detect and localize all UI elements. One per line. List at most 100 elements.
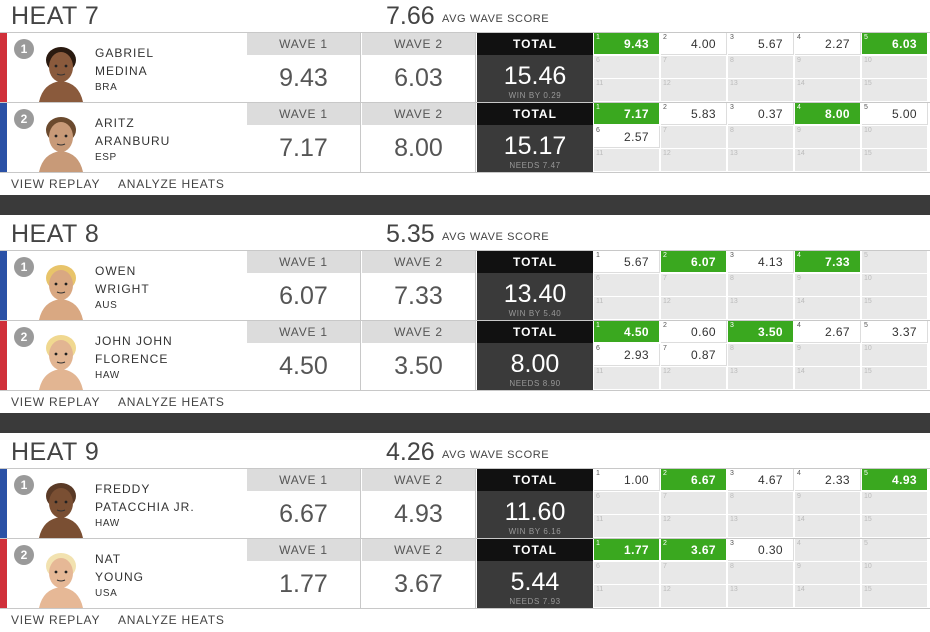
empty-wave-cell: 8 xyxy=(728,562,794,585)
wave-number: 2 xyxy=(663,104,667,111)
best-wave1-score: 6.07 xyxy=(247,273,361,320)
heat-card: HEAT 8 5.35 AVG WAVE SCORE 1 OWEN WRIGHT AUS W… xyxy=(0,218,930,413)
heat-links: VIEW REPLAY ANALYZE HEATS xyxy=(0,608,930,630)
wave-cell[interactable]: 2 6.67 xyxy=(661,469,727,491)
surfer-row: 2 ARITZ ARANBURU ESP WAVE 1 WAVE 2 7.17 8.00 TOT… xyxy=(0,102,930,172)
empty-wave-cell: 4 xyxy=(795,539,861,562)
wave-cell[interactable]: 1 1.00 xyxy=(594,469,660,491)
surfer-country: BRA xyxy=(95,82,118,93)
wave-number: 15 xyxy=(864,80,872,87)
empty-wave-cell: 14 xyxy=(795,79,861,102)
wave-score: 5.00 xyxy=(892,107,917,121)
view-replay-link[interactable]: VIEW REPLAY xyxy=(11,177,101,191)
empty-wave-cell: 13 xyxy=(728,367,794,390)
wave-cell[interactable]: 4 2.27 xyxy=(795,33,861,55)
wave-cell[interactable]: 1 7.17 xyxy=(594,103,660,125)
surfer-first-name: ARITZ xyxy=(95,116,135,130)
total-box: 5.44 NEEDS 7.93 xyxy=(477,561,593,608)
empty-wave-cell: 8 xyxy=(728,492,794,515)
surfer-last-name: MEDINA xyxy=(95,64,148,78)
analyze-heats-link[interactable]: ANALYZE HEATS xyxy=(118,613,225,627)
wave-cell[interactable]: 3 0.30 xyxy=(728,539,794,561)
empty-wave-cell: 9 xyxy=(795,274,861,297)
wave-cell[interactable]: 4 8.00 xyxy=(795,103,861,125)
view-replay-link[interactable]: VIEW REPLAY xyxy=(11,613,101,627)
wave-number: 5 xyxy=(864,540,868,547)
wave-cell[interactable]: 7 0.87 xyxy=(661,344,727,366)
wave-score: 6.07 xyxy=(691,255,716,269)
wave-cell[interactable]: 5 6.03 xyxy=(862,33,928,55)
wave2-header: WAVE 2 xyxy=(362,539,476,561)
empty-wave-cell: 15 xyxy=(862,367,928,390)
wave-cell[interactable]: 3 3.50 xyxy=(728,321,794,343)
heat-divider xyxy=(0,195,930,215)
empty-wave-cell: 10 xyxy=(862,562,928,585)
avg-wave-score: 4.26 xyxy=(386,438,435,466)
wave-cell[interactable]: 1 9.43 xyxy=(594,33,660,55)
wave-number: 7 xyxy=(663,563,667,570)
surfer-row: 2 NAT YOUNG USA WAVE 1 WAVE 2 1.77 3.67 TOTAL 5.4… xyxy=(0,538,930,608)
surfer-avatar xyxy=(33,261,89,320)
empty-wave-cell: 9 xyxy=(795,562,861,585)
surfer-avatar xyxy=(33,113,89,172)
wave-number: 8 xyxy=(730,493,734,500)
best-wave2-score: 6.03 xyxy=(362,55,476,102)
wave-number: 9 xyxy=(797,127,801,134)
empty-wave-cell: 13 xyxy=(728,79,794,102)
best-wave2-score: 7.33 xyxy=(362,273,476,320)
empty-wave-cell: 10 xyxy=(862,56,928,79)
wave-cell[interactable]: 4 7.33 xyxy=(795,251,861,273)
avg-wave-score-label: AVG WAVE SCORE xyxy=(442,13,550,25)
wave-number: 6 xyxy=(596,563,600,570)
empty-wave-cell: 13 xyxy=(728,297,794,320)
wave-number: 9 xyxy=(797,563,801,570)
wave-cell[interactable]: 2 6.07 xyxy=(661,251,727,273)
analyze-heats-link[interactable]: ANALYZE HEATS xyxy=(118,395,225,409)
wave-number: 14 xyxy=(797,516,805,523)
wave-cell[interactable]: 2 3.67 xyxy=(661,539,727,561)
surfer-last-name: FLORENCE xyxy=(95,352,169,366)
surfer-last-name: PATACCHIA JR. xyxy=(95,500,195,514)
wave-cell[interactable]: 3 5.67 xyxy=(728,33,794,55)
wave-cell[interactable]: 4 2.67 xyxy=(795,321,861,343)
wave-cell[interactable]: 2 5.83 xyxy=(661,103,727,125)
wave-cell[interactable]: 3 4.67 xyxy=(728,469,794,491)
total-status: WIN BY 6.16 xyxy=(508,527,562,536)
wave-cell[interactable]: 3 4.13 xyxy=(728,251,794,273)
empty-wave-cell: 7 xyxy=(661,562,727,585)
wave-score: 2.33 xyxy=(825,473,850,487)
wave-cell[interactable]: 1 5.67 xyxy=(594,251,660,273)
wave1-header: WAVE 1 xyxy=(247,539,361,561)
wave-cell[interactable]: 5 3.37 xyxy=(862,321,928,343)
wave-number: 11 xyxy=(596,80,604,87)
avg-wave-score-label: AVG WAVE SCORE xyxy=(442,231,550,243)
empty-wave-cell: 5 xyxy=(862,539,928,562)
wave-cell[interactable]: 2 4.00 xyxy=(661,33,727,55)
wave-cell[interactable]: 5 4.93 xyxy=(862,469,928,491)
wave-number: 12 xyxy=(663,80,671,87)
wave-cell[interactable]: 6 2.93 xyxy=(594,344,660,366)
wave-cell[interactable]: 2 0.60 xyxy=(661,321,727,343)
seed-badge: 2 xyxy=(14,327,34,347)
empty-wave-cell: 14 xyxy=(795,515,861,538)
wave-cell[interactable]: 3 0.37 xyxy=(728,103,794,125)
best-wave2-score: 4.93 xyxy=(362,491,476,538)
wave-number: 2 xyxy=(663,252,667,259)
empty-wave-cell: 15 xyxy=(862,79,928,102)
wave-number: 1 xyxy=(596,34,600,41)
wave-cell[interactable]: 6 2.57 xyxy=(594,126,660,148)
wave-cell[interactable]: 1 4.50 xyxy=(594,321,660,343)
empty-wave-cell: 10 xyxy=(862,344,928,367)
empty-wave-cell: 8 xyxy=(728,126,794,149)
wave-cell[interactable]: 4 2.33 xyxy=(795,469,861,491)
view-replay-link[interactable]: VIEW REPLAY xyxy=(11,395,101,409)
wave-number: 13 xyxy=(730,586,738,593)
wave-cell[interactable]: 1 1.77 xyxy=(594,539,660,561)
wave-number: 3 xyxy=(730,34,734,41)
wave-number: 9 xyxy=(797,57,801,64)
surfer-row: 1 GABRIEL MEDINA BRA WAVE 1 WAVE 2 9.43 6.03 TOT… xyxy=(0,32,930,102)
wave-number: 2 xyxy=(663,34,667,41)
wave-score: 4.00 xyxy=(691,37,716,51)
wave-cell[interactable]: 5 5.00 xyxy=(862,103,928,125)
analyze-heats-link[interactable]: ANALYZE HEATS xyxy=(118,177,225,191)
